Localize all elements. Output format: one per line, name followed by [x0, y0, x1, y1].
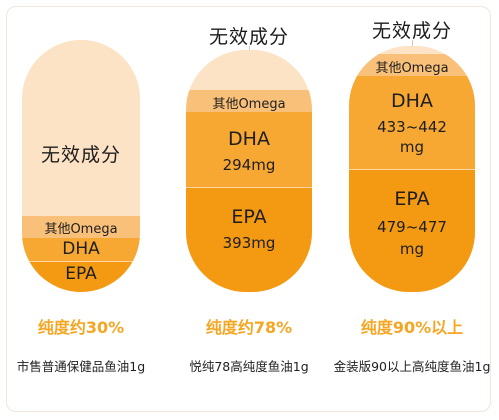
- segment-invalid: 无效成分: [22, 40, 140, 216]
- purity-label: 纯度约30%: [37, 318, 125, 337]
- segment-dha-label: DHA: [62, 239, 100, 259]
- product-name: 悦纯78高纯度鱼油1g: [189, 359, 309, 374]
- purity-label: 纯度约78%: [205, 318, 293, 337]
- segment-other-omega-label: 其他Omega: [375, 61, 449, 76]
- segment-epa-label: EPA: [65, 264, 97, 284]
- segment-epa: EPA 479~477 mg: [349, 170, 475, 292]
- segment-other-omega: 其他Omega: [22, 216, 140, 238]
- segment-dha: DHA: [22, 238, 140, 262]
- capsule-1: 无效成分 其他Omega DHA EPA: [22, 40, 140, 292]
- invalid-callout-label: 无效成分: [208, 26, 289, 48]
- segment-invalid: [349, 46, 475, 54]
- card-frame: [6, 6, 491, 412]
- product-name: 金装版90以上高纯度鱼油1g: [333, 359, 491, 374]
- segment-other-omega-label: 其他Omega: [44, 222, 118, 237]
- divider: [349, 169, 475, 170]
- segment-dha-unit: mg: [399, 138, 425, 156]
- segment-other-omega: 其他Omega: [349, 54, 475, 76]
- product-name: 市售普通保健品鱼油1g: [16, 359, 146, 374]
- capsule-2: 其他Omega DHA 294mg EPA 393mg: [186, 50, 312, 292]
- segment-dha-label: DHA: [391, 90, 433, 112]
- segment-other-omega-label: 其他Omega: [212, 97, 286, 112]
- segment-epa-label: EPA: [394, 188, 430, 210]
- segment-invalid: [186, 50, 312, 90]
- segment-other-omega: 其他Omega: [186, 90, 312, 112]
- divider: [186, 187, 312, 188]
- divider: [22, 261, 140, 262]
- segment-dha-amount: 433~442: [377, 118, 447, 136]
- segment-epa: EPA: [22, 262, 140, 292]
- segment-dha: DHA 294mg: [186, 112, 312, 188]
- segment-epa-amount: 393mg: [222, 234, 276, 252]
- segment-invalid-label: 无效成分: [40, 144, 121, 166]
- segment-dha-amount: 294mg: [222, 156, 276, 174]
- segment-epa: EPA 393mg: [186, 188, 312, 292]
- product-column-2: 无效成分 其他Omega DHA 294mg EPA 393mg 纯度约78% …: [186, 0, 312, 420]
- segment-epa-amount: 479~477: [377, 218, 447, 236]
- product-column-1: 无效成分 其他Omega DHA EPA 纯度约30% 市售普通保健品鱼油1g: [17, 0, 145, 420]
- product-column-3: 无效成分 其他Omega DHA 433~442 mg EPA 479~477 …: [334, 0, 491, 420]
- segment-epa-unit: mg: [399, 240, 425, 258]
- segment-dha: DHA 433~442 mg: [349, 76, 475, 170]
- segment-dha-label: DHA: [228, 128, 270, 150]
- purity-label: 纯度90%以上: [360, 318, 464, 337]
- capsule-3: 其他Omega DHA 433~442 mg EPA 479~477 mg: [349, 46, 475, 292]
- segment-epa-label: EPA: [231, 206, 267, 228]
- invalid-callout-label: 无效成分: [371, 20, 452, 42]
